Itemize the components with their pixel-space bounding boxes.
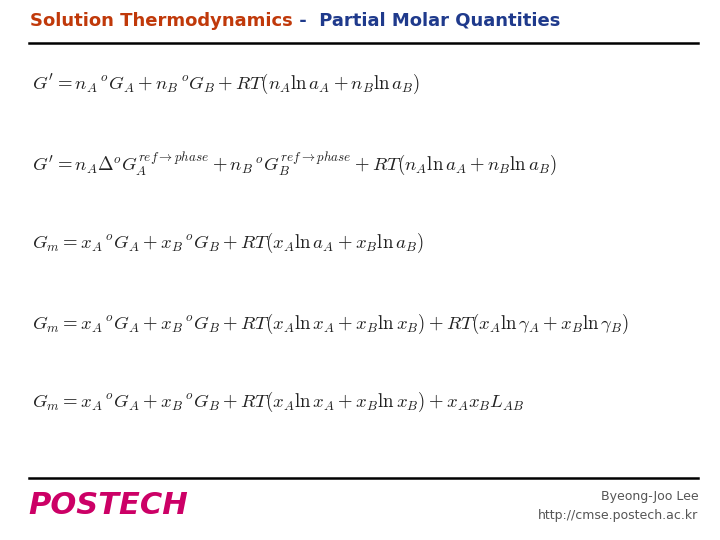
Text: $G_m = x_A\,{}^oG_A + x_B\,{}^oG_B + RT(x_A \ln x_A + x_B \ln x_B) + x_A x_B L_{: $G_m = x_A\,{}^oG_A + x_B\,{}^oG_B + RT(… [32,390,525,414]
Text: -  Partial Molar Quantities: - Partial Molar Quantities [293,12,560,30]
Text: POSTECH: POSTECH [29,491,189,521]
Text: $G' = n_A\,{}^oG_A + n_B\,{}^oG_B + RT(n_A \ln a_A + n_B \ln a_B)$: $G' = n_A\,{}^oG_A + n_B\,{}^oG_B + RT(n… [32,72,420,96]
Text: Solution Thermodynamics: Solution Thermodynamics [30,12,293,30]
Text: $G_m = x_A\,{}^oG_A + x_B\,{}^oG_B + RT(x_A \ln a_A + x_B \ln a_B)$: $G_m = x_A\,{}^oG_A + x_B\,{}^oG_B + RT(… [32,231,424,255]
Text: Byeong-Joo Lee
http://cmse.postech.ac.kr: Byeong-Joo Lee http://cmse.postech.ac.kr [538,490,698,522]
Text: $G_m = x_A\,{}^oG_A + x_B\,{}^oG_B + RT(x_A \ln x_A + x_B \ln x_B) + RT(x_A \ln : $G_m = x_A\,{}^oG_A + x_B\,{}^oG_B + RT(… [32,312,629,336]
Text: $G' = n_A \Delta^o G_A^{ref \rightarrow phase} + n_B\,{}^oG_B^{ref \rightarrow p: $G' = n_A \Delta^o G_A^{ref \rightarrow … [32,151,557,178]
